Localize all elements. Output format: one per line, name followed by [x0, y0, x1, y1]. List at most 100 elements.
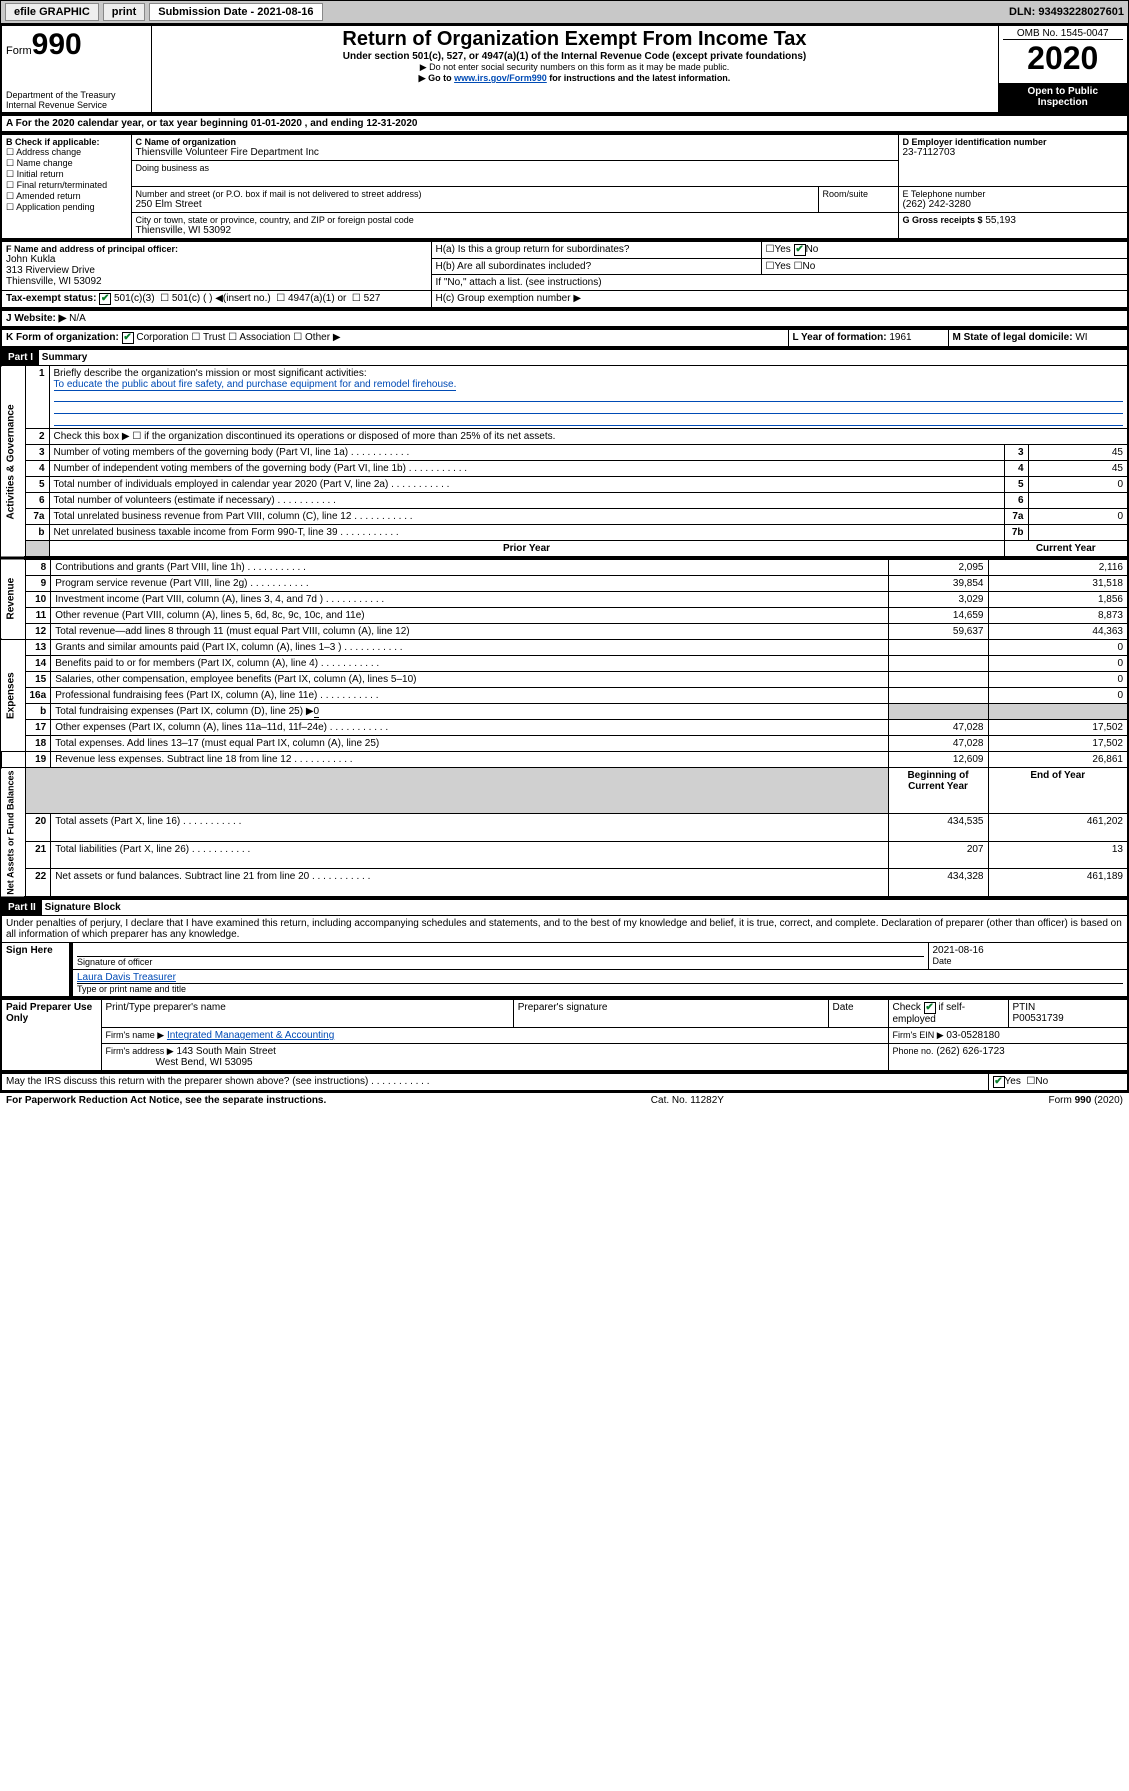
l9-prior: 39,854 — [888, 576, 988, 592]
chk-name[interactable]: ☐ Name change — [6, 158, 127, 169]
l20-boy: 434,535 — [888, 814, 988, 841]
formorg-label: K Form of organization: — [6, 332, 119, 343]
l22-eoy: 461,189 — [988, 869, 1128, 897]
firm-name[interactable]: Integrated Management & Accounting — [167, 1030, 334, 1041]
submission-date: Submission Date - 2021-08-16 — [149, 3, 322, 21]
self-emp-check[interactable]: Check ✔ if self-employed — [888, 999, 1008, 1028]
l12-text: Total revenue—add lines 8 through 11 (mu… — [51, 624, 888, 640]
phone-label: E Telephone number — [903, 189, 1124, 199]
ein-label: D Employer identification number — [903, 137, 1124, 147]
form-header: Form990 Department of the TreasuryIntern… — [0, 24, 1129, 114]
l6-val — [1028, 493, 1128, 509]
l7b-text: Net unrelated business taxable income fr… — [49, 525, 1004, 541]
l16a-text: Professional fundraising fees (Part IX, … — [51, 688, 888, 704]
l17-prior: 47,028 — [888, 720, 988, 736]
firm-addr: 143 South Main Street — [176, 1046, 276, 1057]
form-title: Return of Organization Exempt From Incom… — [156, 28, 994, 51]
l16b-text: Total fundraising expenses (Part IX, col… — [51, 704, 888, 720]
year-formed-label: L Year of formation: — [793, 332, 887, 343]
l10-current: 1,856 — [988, 592, 1128, 608]
section-governance: Activities & Governance — [1, 366, 25, 558]
domicile-value: WI — [1075, 332, 1087, 343]
firm-phone: (262) 626-1723 — [936, 1046, 1004, 1057]
l4-val: 45 — [1028, 461, 1128, 477]
l11-current: 8,873 — [988, 608, 1128, 624]
sig-date: 2021-08-16 — [933, 945, 1124, 956]
l8-prior: 2,095 — [888, 559, 988, 576]
l6-text: Total number of volunteers (estimate if … — [49, 493, 1004, 509]
chk-initial[interactable]: ☐ Initial return — [6, 169, 127, 180]
l13-current: 0 — [988, 640, 1128, 656]
sig-date-label: Date — [933, 956, 1124, 966]
l10-text: Investment income (Part VIII, column (A)… — [51, 592, 888, 608]
taxexempt-label: Tax-exempt status: — [6, 293, 96, 304]
officer-name: John Kukla — [6, 254, 427, 265]
part2-header: Part II — [2, 900, 42, 915]
l13-text: Grants and similar amounts paid (Part IX… — [51, 640, 888, 656]
room-label: Room/suite — [823, 189, 894, 199]
prep-date-hdr: Date — [828, 999, 888, 1028]
form-footer: For Paperwork Reduction Act Notice, see … — [0, 1092, 1129, 1108]
gross-value: 55,193 — [985, 215, 1016, 226]
prep-name-hdr: Print/Type preparer's name — [101, 999, 513, 1028]
part1-title: Summary — [42, 352, 88, 363]
l17-current: 17,502 — [988, 720, 1128, 736]
ptin-value: P00531739 — [1013, 1013, 1064, 1024]
print-button[interactable]: print — [103, 3, 145, 21]
l12-current: 44,363 — [988, 624, 1128, 640]
identity-section: B Check if applicable: ☐ Address change … — [0, 133, 1129, 240]
l11-prior: 14,659 — [888, 608, 988, 624]
part2-title: Signature Block — [45, 902, 121, 913]
current-year-hdr: Current Year — [1004, 541, 1128, 558]
l19-current: 26,861 — [988, 752, 1128, 768]
l21-boy: 207 — [888, 841, 988, 868]
dln-label: DLN: 93493228027601 — [1009, 6, 1124, 18]
dba-label: Doing business as — [136, 163, 894, 173]
officer-addr2: Thiensville, WI 53092 — [6, 276, 427, 287]
l19-text: Revenue less expenses. Subtract line 18 … — [51, 752, 888, 768]
section-expenses: Expenses — [1, 640, 25, 752]
l12-prior: 59,637 — [888, 624, 988, 640]
chk-corp[interactable]: ✔ — [122, 332, 134, 344]
l18-current: 17,502 — [988, 736, 1128, 752]
l18-prior: 47,028 — [888, 736, 988, 752]
street-address: 250 Elm Street — [136, 199, 814, 210]
l14-current: 0 — [988, 656, 1128, 672]
chk-final[interactable]: ☐ Final return/terminated — [6, 180, 127, 191]
form-prefix: Form — [6, 45, 32, 57]
discuss-q: May the IRS discuss this return with the… — [6, 1076, 368, 1087]
irs-link[interactable]: www.irs.gov/Form990 — [454, 73, 547, 83]
l18-text: Total expenses. Add lines 13–17 (must eq… — [51, 736, 888, 752]
chk-pending[interactable]: ☐ Application pending — [6, 202, 127, 213]
hb-note: If "No," attach a list. (see instruction… — [431, 275, 1128, 291]
paid-preparer-label: Paid Preparer Use Only — [1, 999, 101, 1071]
boy-hdr: Beginning of Current Year — [888, 768, 988, 814]
city-label: City or town, state or province, country… — [136, 215, 894, 225]
signer-name[interactable]: Laura Davis Treasurer — [77, 972, 176, 983]
ssn-note: ▶ Do not enter social security numbers o… — [156, 62, 994, 73]
firm-addr-label: Firm's address ▶ — [106, 1046, 174, 1056]
top-toolbar: efile GRAPHIC print Submission Date - 20… — [0, 0, 1129, 24]
section-revenue: Revenue — [1, 559, 25, 640]
cat-number: Cat. No. 11282Y — [651, 1095, 724, 1106]
l17-text: Other expenses (Part IX, column (A), lin… — [51, 720, 888, 736]
domicile-label: M State of legal domicile: — [953, 332, 1073, 343]
paperwork-notice: For Paperwork Reduction Act Notice, see … — [6, 1095, 326, 1106]
chk-address[interactable]: ☐ Address change — [6, 147, 127, 158]
chk-501c3[interactable]: ✔ — [99, 293, 111, 305]
form-number: 990 — [32, 28, 82, 61]
link-note: ▶ Go to www.irs.gov/Form990 for instruct… — [156, 73, 994, 84]
l22-boy: 434,328 — [888, 869, 988, 897]
sign-here-label: Sign Here — [1, 943, 71, 998]
l7a-text: Total unrelated business revenue from Pa… — [49, 509, 1004, 525]
addr-label: Number and street (or P.O. box if mail i… — [136, 189, 814, 199]
l15-text: Salaries, other compensation, employee b… — [51, 672, 888, 688]
chk-amended[interactable]: ☐ Amended return — [6, 191, 127, 202]
ptin-label: PTIN — [1013, 1002, 1036, 1013]
ein-value: 23-7112703 — [903, 147, 1124, 158]
department-label: Department of the TreasuryInternal Reven… — [6, 90, 147, 110]
l5-val: 0 — [1028, 477, 1128, 493]
discuss-yes[interactable]: ✔ — [993, 1076, 1005, 1088]
officer-addr1: 313 Riverview Drive — [6, 265, 427, 276]
type-name-label: Type or print name and title — [77, 984, 1123, 994]
